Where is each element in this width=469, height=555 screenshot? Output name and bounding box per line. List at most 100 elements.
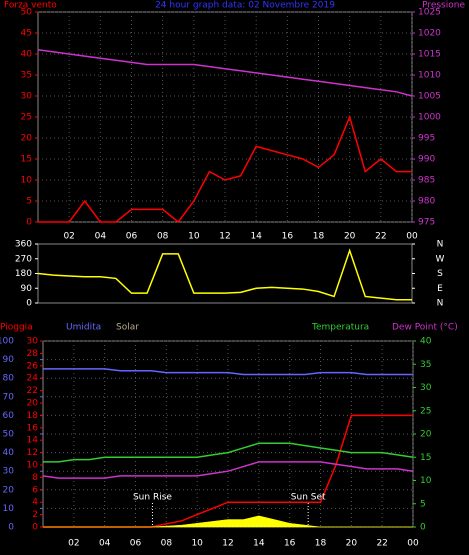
y2-tick-label: 10 bbox=[420, 476, 432, 486]
y-tick-label: 20 bbox=[3, 485, 15, 495]
y2-tick-label: 0 bbox=[420, 523, 426, 533]
y3-tick-label: 6 bbox=[32, 485, 38, 495]
legend-label: Umidita bbox=[66, 323, 101, 333]
series-area bbox=[43, 515, 413, 528]
y-tick-label: 100 bbox=[0, 337, 14, 347]
y-tick-label: 40 bbox=[3, 448, 15, 458]
y2-tick-label: N bbox=[437, 299, 444, 309]
y-tick-label: 45 bbox=[21, 29, 32, 39]
x-tick-label: 04 bbox=[99, 539, 111, 549]
y-tick-label: 60 bbox=[3, 411, 15, 421]
x-tick-label: 08 bbox=[157, 232, 169, 242]
annotation-label: Sun Set bbox=[291, 493, 326, 503]
y-tick-label: 360 bbox=[15, 240, 32, 250]
y2-tick-label: E bbox=[437, 284, 443, 294]
x-tick-label: 06 bbox=[130, 539, 142, 549]
y2-tick-label: W bbox=[436, 254, 445, 264]
series-line bbox=[43, 368, 413, 376]
x-tick-label: 22 bbox=[375, 232, 386, 242]
y2-tick-label: 35 bbox=[420, 360, 431, 370]
y-tick-label: 80 bbox=[3, 374, 15, 384]
y-tick-label: 180 bbox=[15, 269, 32, 279]
y3-tick-label: 24 bbox=[27, 374, 39, 384]
chart-title: 24 hour graph data: 02 Novembre 2019 bbox=[155, 1, 335, 11]
legend-label: Pioggia bbox=[0, 323, 33, 333]
y-tick-label: 30 bbox=[21, 92, 33, 102]
x-tick-label: 22 bbox=[376, 539, 387, 549]
y-tick-label: 10 bbox=[3, 504, 15, 514]
y-tick-label: 25 bbox=[21, 113, 32, 123]
x-tick-label: 12 bbox=[219, 232, 230, 242]
legend-label: Solar bbox=[116, 323, 139, 333]
y3-tick-label: 8 bbox=[32, 473, 38, 483]
y2-tick-label: 30 bbox=[420, 383, 432, 393]
y2-tick-label: S bbox=[437, 269, 443, 279]
x-tick-label: 10 bbox=[191, 539, 203, 549]
series-line bbox=[37, 248, 412, 301]
x-tick-label: 14 bbox=[253, 539, 265, 549]
y3-tick-label: 30 bbox=[27, 337, 39, 347]
y2-tick-label: 1020 bbox=[418, 29, 441, 39]
y2-tick-label: 980 bbox=[418, 197, 435, 207]
y3-tick-label: 20 bbox=[27, 399, 39, 409]
legend-label: Temperatura bbox=[311, 323, 369, 333]
y-tick-label: 50 bbox=[21, 8, 33, 18]
x-tick-label: 20 bbox=[344, 232, 356, 242]
y3-tick-label: 12 bbox=[27, 448, 38, 458]
x-tick-label: 02 bbox=[68, 539, 79, 549]
y2-tick-label: 15 bbox=[420, 453, 431, 463]
y3-tick-label: 14 bbox=[27, 436, 39, 446]
y2-tick-label: 40 bbox=[420, 337, 432, 347]
y2-tick-label: 1005 bbox=[418, 92, 441, 102]
annotation-label: Sun Rise bbox=[133, 493, 172, 503]
y-tick-label: 90 bbox=[21, 284, 33, 294]
y3-tick-label: 22 bbox=[27, 386, 38, 396]
y2-tick-label: 990 bbox=[418, 155, 435, 165]
y2-tick-label: 975 bbox=[418, 218, 435, 228]
x-tick-label: 14 bbox=[250, 232, 262, 242]
y3-tick-label: 16 bbox=[27, 423, 39, 433]
y-tick-label: 15 bbox=[21, 155, 32, 165]
x-tick-label: 00 bbox=[407, 539, 419, 549]
legend-label: Dew Point (°C) bbox=[392, 323, 458, 333]
x-tick-label: 00 bbox=[406, 232, 418, 242]
x-tick-label: 20 bbox=[346, 539, 358, 549]
y3-tick-label: 10 bbox=[27, 461, 39, 471]
series-line bbox=[43, 442, 414, 463]
legend-label: Forza vento bbox=[4, 1, 57, 11]
y2-tick-label: 25 bbox=[420, 406, 431, 416]
y-tick-label: 0 bbox=[26, 218, 32, 228]
y3-tick-label: 26 bbox=[27, 361, 39, 371]
y-tick-label: 30 bbox=[3, 467, 15, 477]
y3-tick-label: 4 bbox=[32, 498, 38, 508]
y-tick-label: 35 bbox=[21, 71, 32, 81]
x-tick-label: 10 bbox=[188, 232, 200, 242]
y3-tick-label: 2 bbox=[32, 510, 38, 520]
y-tick-label: 50 bbox=[3, 430, 15, 440]
y3-tick-label: 28 bbox=[27, 349, 39, 359]
y2-tick-label: 995 bbox=[418, 134, 435, 144]
x-tick-label: 08 bbox=[161, 539, 173, 549]
y2-tick-label: 985 bbox=[418, 176, 435, 186]
y-tick-label: 90 bbox=[3, 355, 15, 365]
y2-tick-label: 1010 bbox=[418, 71, 441, 81]
y-tick-label: 5 bbox=[26, 197, 32, 207]
y3-tick-label: 18 bbox=[27, 411, 39, 421]
y-tick-label: 270 bbox=[15, 254, 32, 264]
x-tick-label: 16 bbox=[284, 539, 296, 549]
y-tick-label: 40 bbox=[21, 50, 33, 60]
series-line bbox=[37, 49, 413, 97]
x-tick-label: 18 bbox=[313, 232, 325, 242]
x-tick-label: 06 bbox=[126, 232, 138, 242]
y2-tick-label: 5 bbox=[420, 499, 426, 509]
y-tick-label: 0 bbox=[8, 523, 14, 533]
y3-tick-label: 0 bbox=[32, 523, 38, 533]
x-tick-label: 18 bbox=[315, 539, 327, 549]
x-tick-label: 02 bbox=[63, 232, 74, 242]
y2-tick-label: 1015 bbox=[418, 50, 441, 60]
y2-tick-label: 1000 bbox=[418, 113, 441, 123]
x-tick-label: 04 bbox=[95, 232, 107, 242]
y2-tick-label: 20 bbox=[420, 430, 432, 440]
y-tick-label: 0 bbox=[26, 299, 32, 309]
plot-frame bbox=[37, 243, 413, 304]
